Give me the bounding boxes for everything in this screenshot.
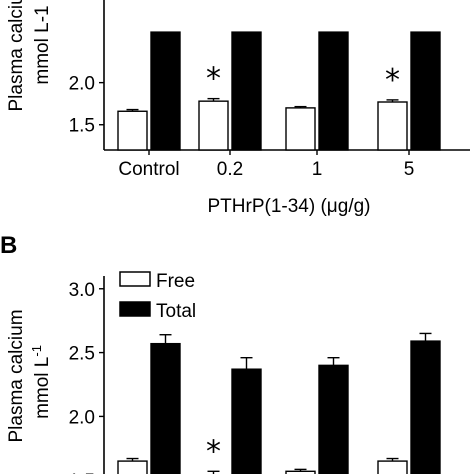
panel-a-xtick-label-1: 0.2	[217, 159, 243, 180]
panel-a-bar-free-0	[117, 110, 148, 151]
panel-b-ylabel-unit: mmol L	[32, 357, 53, 419]
legend-swatch-total	[119, 301, 151, 317]
panel-a-ytick-label-1: 2.0	[69, 74, 95, 95]
panel-b-ylabel-line2: mmol L-1	[29, 345, 53, 419]
panel-b-legend: Free Total	[119, 271, 196, 322]
panel-a-xlabel-part3: g/g)	[338, 196, 371, 217]
panel-a-xlabel-part1: PTHrP(1-34) (	[208, 196, 328, 217]
panel-a-bar-free-3	[377, 101, 408, 151]
panel-a-significance-star-1: *	[206, 62, 221, 97]
panel-a-bars: * *	[117, 31, 441, 151]
panel-a-bar-free-1	[198, 100, 229, 151]
panel-a-xtick-label-0: Control	[118, 159, 179, 180]
panel-a-bar-total-0	[150, 31, 181, 151]
panel-a-significance-star-3: *	[385, 63, 400, 98]
panel-b-ylabel: Plasma calcium mmol L-1	[6, 309, 53, 442]
panel-b-significance-star-1: *	[206, 434, 221, 469]
panel-a-bar-total-1	[231, 31, 262, 151]
panel-b-ytick-label-3: 3.0	[69, 280, 95, 301]
panel-b-ytick-label-2: 2.5	[69, 344, 95, 365]
panel-a-bar-total-3	[410, 31, 441, 151]
panel-a-tick-labels: 1.5 2.0 Control 0.2 1 5	[69, 74, 415, 180]
panel-a-ylabel: Plasma calcium mmol L-1	[6, 0, 53, 112]
panel-a-bar-free-2	[285, 107, 316, 151]
panel-b-ytick-label-0: 1.5	[69, 471, 95, 474]
panel-a-bar-total-2	[318, 31, 349, 151]
panel-b-ylabel-exp: -1	[29, 345, 44, 357]
panel-b-bar-free-3	[377, 460, 408, 474]
legend-swatch-free	[119, 271, 151, 287]
panel-b-bar-total-3	[410, 340, 441, 474]
panel-b-bar-total-1	[231, 368, 262, 474]
panel-a-xtick-label-3: 5	[404, 159, 415, 180]
panel-b-tick-labels: 1.5 2.0 2.5 3.0	[69, 280, 95, 474]
panel-b-ytick-label-1: 2.0	[69, 407, 95, 428]
legend-label-free: Free	[156, 271, 195, 292]
panel-b-bars: *	[117, 332, 441, 474]
panel-a-xtick-label-2: 1	[312, 159, 323, 180]
panel-a-ylabel-line2: mmol L-1	[32, 5, 53, 84]
legend-label-total: Total	[156, 301, 196, 322]
panel-a-ylabel-unit: mmol L-1	[32, 5, 53, 84]
panel-a-ytick-label-0: 1.5	[69, 116, 95, 137]
panel-b: B Plasma calcium mmol L-1 * 1.5 2.0 2.5 3.0…	[0, 232, 441, 474]
panel-a-xlabel-mu: μ	[327, 196, 338, 217]
panel-b-axes	[99, 276, 105, 474]
panel-a-ylabel-line1: Plasma calcium	[6, 0, 27, 112]
panel-b-bar-free-0	[117, 460, 148, 474]
panel-a: Plasma calcium mmol L-1 * * 1.52.0Control…	[6, 0, 470, 217]
panel-b-bar-total-0	[150, 342, 181, 474]
panel-b-ylabel-line1: Plasma calcium	[6, 309, 27, 442]
panel-b-bar-total-2	[318, 364, 349, 474]
panel-b-letter: B	[0, 232, 17, 259]
panel-a-xlabel: PTHrP(1-34) (μg/g)	[208, 196, 371, 217]
